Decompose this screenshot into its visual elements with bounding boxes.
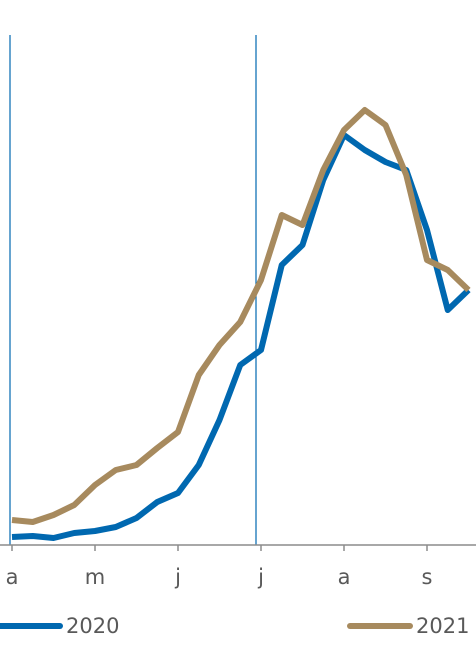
- series-line: [11, 107, 471, 525]
- legend-label: 2020: [66, 614, 119, 638]
- legend-label: 2021: [416, 614, 469, 638]
- x-tick-label: a: [6, 565, 19, 589]
- x-tick-label: a: [338, 565, 351, 589]
- x-tick-label: j: [174, 565, 181, 589]
- series-line: [11, 132, 471, 541]
- x-tick-label: m: [85, 565, 105, 589]
- x-tick-label: s: [422, 565, 433, 589]
- x-tick-label: j: [257, 565, 264, 589]
